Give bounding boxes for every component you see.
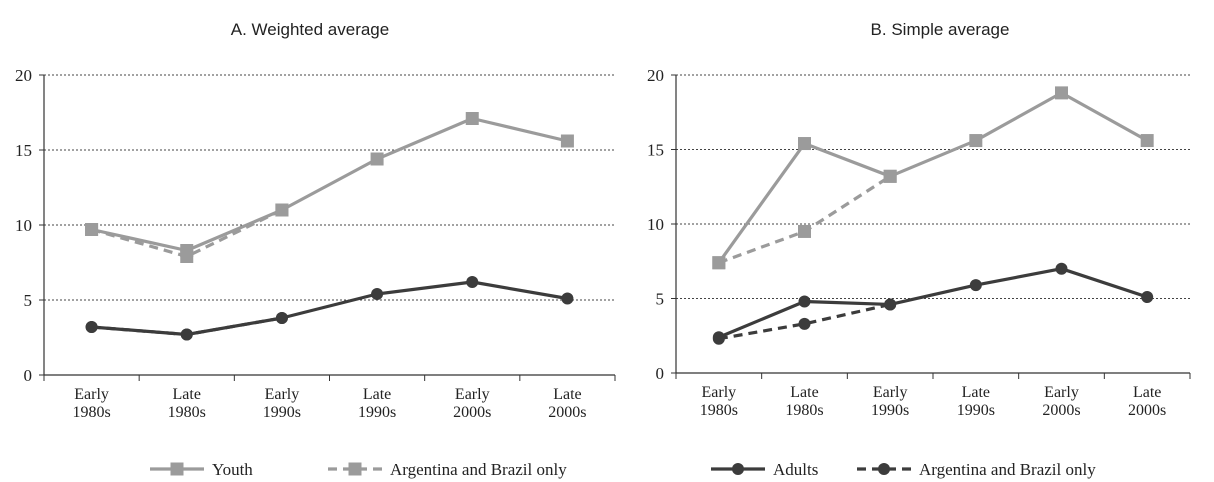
data-point <box>883 169 897 183</box>
legend-label: Argentina and Brazil only <box>919 460 1096 479</box>
series-adults-solid <box>712 262 1154 344</box>
series-line <box>718 174 892 265</box>
panel-title: B. Simple average <box>871 20 1010 39</box>
data-point <box>370 152 384 166</box>
series-line <box>91 116 568 253</box>
data-point <box>1140 134 1154 148</box>
y-tick-label: 10 <box>647 215 664 234</box>
data-point <box>561 292 574 305</box>
series-youth-solid <box>85 112 574 257</box>
series-line <box>718 267 1148 339</box>
legend-item: Argentina and Brazil only <box>857 460 1096 479</box>
legend-swatch-marker <box>170 462 184 476</box>
data-point <box>1141 291 1154 304</box>
x-tick-label: Late 1990s <box>957 384 995 419</box>
data-point <box>1055 262 1068 275</box>
data-point <box>712 256 726 270</box>
data-point <box>85 223 99 236</box>
data-point <box>712 331 725 344</box>
y-tick-label: 10 <box>15 216 32 235</box>
data-point <box>85 321 98 333</box>
x-tick-label: Early 2000s <box>453 386 491 421</box>
x-tick-label: Late 1980s <box>785 384 823 419</box>
data-point <box>560 134 574 148</box>
panel-title: A. Weighted average <box>231 20 389 39</box>
data-point <box>275 203 289 217</box>
legend: Youth Argentina and Brazil only Adults Arge… <box>150 460 1096 479</box>
data-point <box>371 288 384 300</box>
y-tick-label: 15 <box>647 141 664 160</box>
x-tick-label: Late 1990s <box>358 386 396 421</box>
data-point <box>1055 86 1068 100</box>
series-adults-solid <box>85 276 574 341</box>
legend-item: Adults <box>711 460 818 479</box>
y-tick-label: 20 <box>15 66 32 85</box>
y-tick-label: 0 <box>24 366 33 385</box>
data-point <box>466 276 479 288</box>
legend-swatch-marker <box>732 463 744 475</box>
data-point <box>798 224 811 238</box>
x-tick-label: Early 2000s <box>1042 384 1080 419</box>
x-tick-label: Late 2000s <box>1128 384 1166 419</box>
legend-swatch-marker <box>878 463 890 475</box>
legend-swatch-marker <box>348 462 362 476</box>
y-tick-label: 20 <box>647 66 664 85</box>
series-youth-solid <box>712 86 1154 270</box>
legend-label: Youth <box>212 460 253 479</box>
data-point <box>969 134 983 148</box>
x-tick-label: Early 1990s <box>871 384 909 419</box>
y-tick-label: 5 <box>656 290 665 309</box>
data-point <box>180 244 194 257</box>
x-tick-label: Early 1980s <box>700 384 738 419</box>
data-point <box>798 295 811 308</box>
legend-label: Argentina and Brazil only <box>390 460 567 479</box>
legend-item: Argentina and Brazil only <box>328 460 567 479</box>
x-tick-label: Early 1990s <box>263 386 301 421</box>
data-point <box>969 279 982 292</box>
x-tick-label: Early 1980s <box>72 386 110 421</box>
data-point <box>465 112 479 125</box>
panel-weighted: A. Weighted average 0 5 10 15 20 Early 1980s Lat… <box>15 20 616 421</box>
series-line <box>91 280 568 337</box>
data-point <box>884 298 897 311</box>
y-tick-label: 5 <box>24 291 33 310</box>
data-point <box>798 317 811 330</box>
panel-simple: B. Simple average 0 5 10 15 20 Early 1980s Late 1… <box>647 20 1191 419</box>
x-tick-label: Late 1980s <box>168 386 206 421</box>
series-youth-dashed <box>712 169 897 270</box>
legend-label: Adults <box>773 460 818 479</box>
legend-item: Youth <box>150 460 253 479</box>
x-tick-label: Late 2000s <box>548 386 586 421</box>
y-tick-label: 0 <box>656 364 665 383</box>
data-point <box>798 137 811 151</box>
data-point <box>180 328 193 341</box>
y-tick-label: 15 <box>15 141 32 160</box>
series-line <box>717 91 1148 264</box>
data-point <box>275 312 288 324</box>
